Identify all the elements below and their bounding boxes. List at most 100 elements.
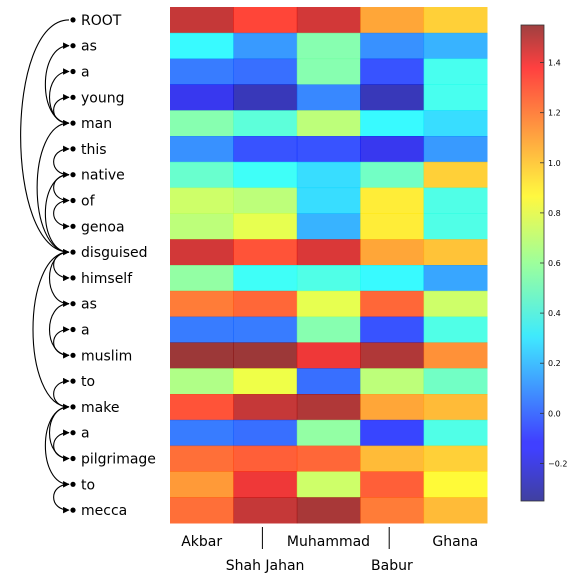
token-dot (70, 68, 76, 75)
heatmap-cell (233, 471, 298, 498)
heatmap-cell (360, 213, 425, 240)
dependency-arc (53, 145, 70, 176)
heatmap-cell (170, 316, 234, 343)
dependency-arc (53, 174, 70, 204)
heatmap-cell (360, 368, 425, 395)
heatmap-cell (296, 187, 361, 214)
row-label: of (81, 194, 96, 210)
heatmap-cell (296, 419, 361, 447)
heatmap-cell (423, 316, 488, 343)
heatmap-cell (296, 497, 361, 524)
row-label: a (81, 65, 90, 81)
token-dot (70, 404, 76, 410)
heatmap-cell (360, 445, 425, 472)
heatmap-cell (296, 445, 361, 472)
heatmap-cell (423, 342, 488, 369)
heatmap-cell (170, 58, 234, 85)
heatmap-cell (170, 110, 234, 137)
heatmap-cell (233, 7, 298, 34)
heatmap-cell (296, 394, 361, 421)
heatmap-cell (360, 471, 425, 498)
dependency-arc (53, 429, 70, 460)
token-dot (70, 197, 76, 204)
colorbar-tick-label: 1.2 (548, 109, 561, 118)
dependency-arc (36, 119, 70, 253)
heatmap-cell (170, 394, 234, 421)
token-dot (70, 430, 76, 436)
token-dot (70, 507, 76, 513)
heatmap-cell (233, 290, 298, 318)
colorbar-tick-label: 0.8 (548, 209, 561, 218)
dependency-arc (53, 326, 70, 356)
token-dot (70, 378, 76, 384)
colorbar: −0.2 0.0 0.2 0.4 0.6 0.8 1.0 1.2 1.4 (520, 24, 567, 502)
dependency-arc (53, 94, 70, 124)
row-label: a (81, 426, 90, 442)
heatmap-cell (296, 471, 361, 498)
row-label: disguised (81, 245, 148, 261)
heatmap-cell (170, 368, 234, 395)
heatmap-cell (233, 316, 298, 343)
token-dot (70, 172, 76, 178)
dependency-arc (44, 171, 70, 253)
token-dot (70, 17, 76, 23)
heatmap-cell (296, 239, 361, 266)
row-label: genoa (81, 219, 125, 235)
heatmap-cell (233, 239, 298, 266)
heatmap-cell (296, 368, 361, 395)
colorbar-tick-label: 1.4 (548, 59, 561, 68)
heatmap-cell (170, 265, 234, 292)
heatmap-cell (233, 342, 298, 369)
token-dot (70, 275, 76, 281)
row-label: as (81, 39, 97, 55)
heatmap-cell (360, 497, 425, 524)
heatmap-cell (296, 58, 361, 85)
token-dot (70, 223, 76, 229)
heatmap-cell (423, 290, 488, 318)
heatmap-cell (296, 290, 361, 318)
token-dot (70, 352, 76, 358)
heatmap-cell (170, 7, 234, 34)
heatmap-cell (296, 161, 361, 189)
row-label: man (81, 116, 112, 132)
heatmap-cell (360, 316, 425, 343)
token-dot (70, 481, 76, 487)
heatmap-cell (170, 342, 234, 369)
heatmap-cell (233, 497, 298, 524)
heatmap-cell (423, 497, 488, 524)
heatmap-cell (360, 7, 425, 34)
column-label: Babur (371, 558, 413, 574)
row-label: pilgrimage (81, 452, 156, 468)
heatmap-cell (360, 290, 425, 318)
dependency-arc (20, 19, 70, 256)
dependency-arc (44, 42, 70, 124)
heatmap-cell (423, 110, 488, 137)
heatmap-cell (233, 110, 298, 137)
heatmap-cell (360, 265, 425, 292)
token-dot (70, 301, 76, 307)
heatmap-cell (170, 161, 234, 189)
heatmap-cell (360, 161, 425, 189)
heatmap-cell (423, 161, 488, 189)
heatmap-cell (170, 471, 234, 498)
heatmap-cell (360, 419, 425, 447)
dependency-arc (53, 199, 70, 230)
row-label: ROOT (81, 13, 122, 29)
heatmap-cell (423, 239, 488, 266)
heatmap-cell (423, 187, 488, 214)
heatmap-cell (233, 187, 298, 214)
heatmap-cell (296, 213, 361, 240)
heatmap-cell (296, 316, 361, 343)
row-label: as (81, 297, 97, 313)
heatmap-cell (233, 161, 298, 189)
column-label: Muhammad (287, 534, 370, 550)
heatmap-cell (360, 84, 425, 111)
token-dot (70, 120, 76, 126)
row-label: this (81, 142, 107, 158)
heatmap-cell (233, 368, 298, 395)
heatmap-cell (170, 32, 234, 60)
colorbar-tick-label: 0.4 (548, 309, 561, 318)
dependency-arc (44, 406, 70, 488)
column-label: Akbar (181, 534, 222, 550)
